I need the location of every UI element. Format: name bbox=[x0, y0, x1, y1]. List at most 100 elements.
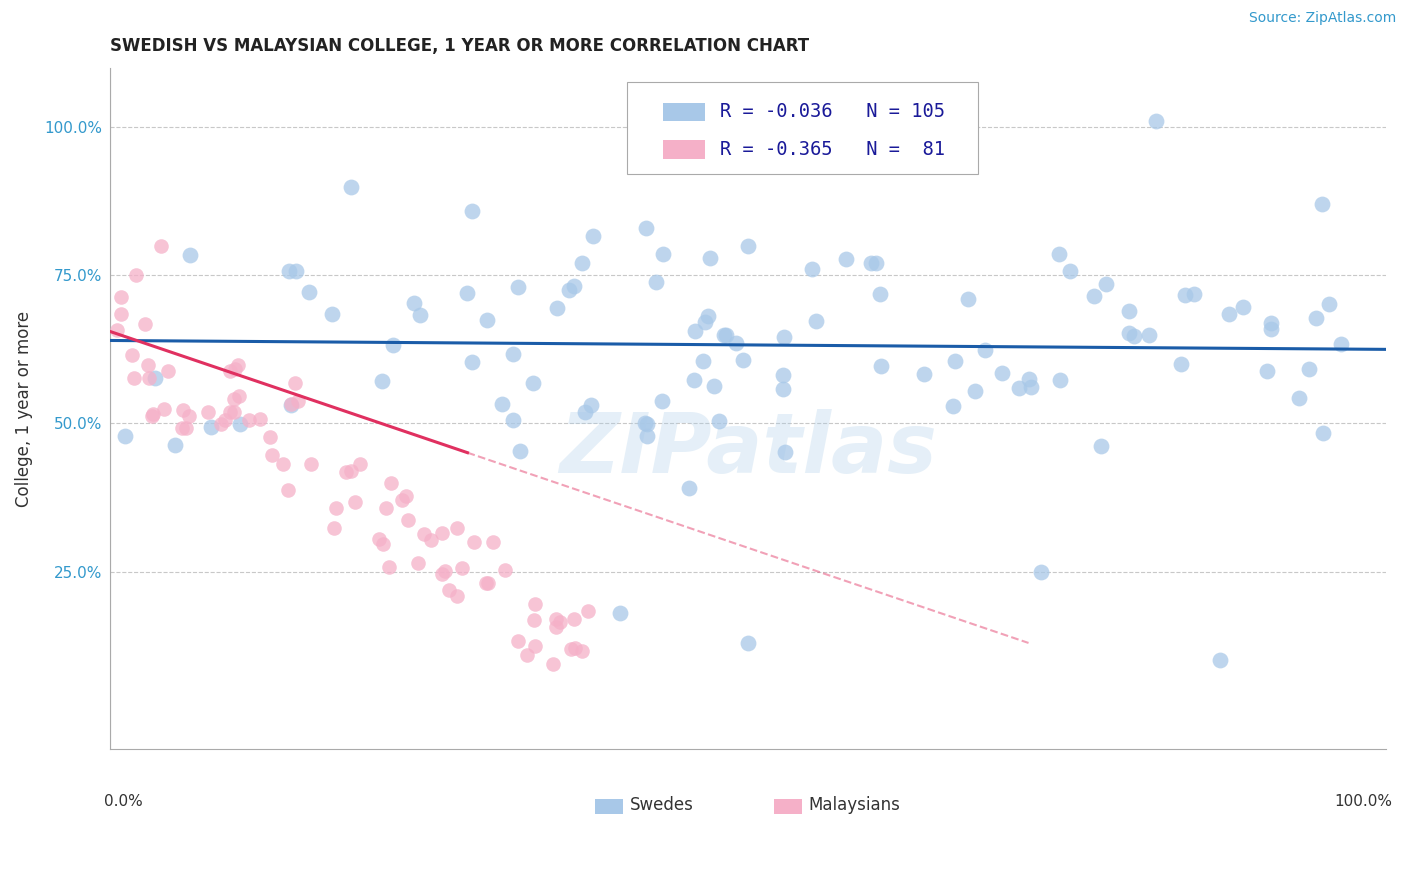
Bar bbox=[595, 799, 623, 814]
Point bbox=[1260, 316, 1282, 330]
Point bbox=[349, 457, 371, 471]
Point bbox=[340, 179, 363, 194]
Point bbox=[114, 429, 136, 443]
Point bbox=[678, 481, 700, 495]
Point bbox=[105, 323, 128, 337]
Text: ZIPatlas: ZIPatlas bbox=[560, 409, 936, 490]
Point bbox=[482, 535, 505, 549]
Point bbox=[222, 405, 245, 419]
Point bbox=[110, 307, 132, 321]
Point bbox=[636, 428, 658, 442]
Point bbox=[562, 279, 585, 293]
Point bbox=[121, 348, 143, 362]
Point bbox=[1174, 288, 1197, 302]
Point bbox=[299, 457, 322, 471]
Point bbox=[172, 402, 194, 417]
Point bbox=[1260, 322, 1282, 336]
Point bbox=[141, 409, 163, 423]
Point bbox=[430, 566, 453, 581]
Text: R = -0.365   N =  81: R = -0.365 N = 81 bbox=[720, 140, 945, 159]
Point bbox=[737, 238, 759, 252]
Point bbox=[340, 464, 363, 478]
Point bbox=[475, 576, 498, 591]
Point bbox=[371, 537, 394, 551]
Point bbox=[419, 533, 441, 547]
Point bbox=[1298, 361, 1320, 376]
Point bbox=[1312, 426, 1334, 441]
Point bbox=[163, 438, 186, 452]
Point bbox=[238, 412, 260, 426]
Point bbox=[558, 283, 581, 297]
Point bbox=[522, 376, 544, 390]
Point bbox=[477, 575, 499, 590]
Point bbox=[502, 346, 524, 360]
FancyBboxPatch shape bbox=[627, 81, 977, 174]
Point bbox=[1144, 114, 1167, 128]
Point bbox=[800, 262, 823, 277]
Point bbox=[956, 292, 979, 306]
Point bbox=[197, 405, 219, 419]
Point bbox=[406, 556, 429, 570]
Point bbox=[634, 221, 657, 235]
Text: SWEDISH VS MALAYSIAN COLLEGE, 1 YEAR OR MORE CORRELATION CHART: SWEDISH VS MALAYSIAN COLLEGE, 1 YEAR OR … bbox=[111, 37, 810, 55]
Point bbox=[224, 392, 246, 406]
Point bbox=[143, 371, 166, 385]
Point bbox=[142, 407, 165, 421]
Point bbox=[475, 312, 498, 326]
Point bbox=[860, 256, 883, 270]
Point bbox=[731, 353, 754, 368]
Point bbox=[285, 264, 308, 278]
Point bbox=[683, 325, 706, 339]
Point bbox=[179, 248, 201, 262]
Point bbox=[1305, 311, 1327, 326]
Point bbox=[773, 445, 796, 459]
Point bbox=[645, 275, 668, 289]
Point bbox=[524, 597, 547, 611]
Point bbox=[249, 412, 271, 426]
Point bbox=[804, 314, 827, 328]
Point bbox=[571, 256, 593, 270]
Point bbox=[495, 563, 517, 577]
Point bbox=[371, 374, 394, 388]
Point bbox=[508, 633, 530, 648]
Point bbox=[1317, 296, 1340, 310]
Point bbox=[942, 399, 965, 413]
Point bbox=[869, 286, 891, 301]
Point bbox=[696, 309, 718, 323]
Point bbox=[439, 582, 461, 597]
Point bbox=[170, 421, 193, 435]
Point bbox=[1118, 304, 1140, 318]
Point bbox=[725, 336, 748, 351]
Point bbox=[174, 421, 197, 435]
Point bbox=[564, 641, 586, 656]
Point bbox=[409, 308, 432, 322]
Point bbox=[156, 364, 179, 378]
Point bbox=[523, 639, 546, 653]
Point bbox=[1232, 300, 1254, 314]
Point bbox=[1083, 289, 1105, 303]
Point bbox=[277, 264, 299, 278]
Point bbox=[380, 475, 402, 490]
Point bbox=[579, 399, 602, 413]
Point bbox=[391, 492, 413, 507]
Text: Malaysians: Malaysians bbox=[808, 796, 900, 814]
Point bbox=[1049, 373, 1071, 387]
Point bbox=[1059, 263, 1081, 277]
Point bbox=[772, 382, 794, 396]
Point bbox=[277, 483, 299, 498]
Point bbox=[322, 521, 344, 535]
Bar bbox=[662, 103, 704, 121]
Point bbox=[1170, 357, 1192, 371]
Point bbox=[1094, 277, 1116, 291]
Point bbox=[692, 354, 714, 368]
Point bbox=[991, 366, 1014, 380]
Point bbox=[1330, 337, 1353, 351]
Point bbox=[446, 590, 468, 604]
Point bbox=[321, 308, 343, 322]
Point bbox=[1137, 328, 1160, 343]
Point bbox=[509, 443, 531, 458]
Point bbox=[1018, 371, 1040, 385]
Point bbox=[737, 635, 759, 649]
Point bbox=[402, 296, 425, 310]
Point bbox=[1118, 326, 1140, 340]
